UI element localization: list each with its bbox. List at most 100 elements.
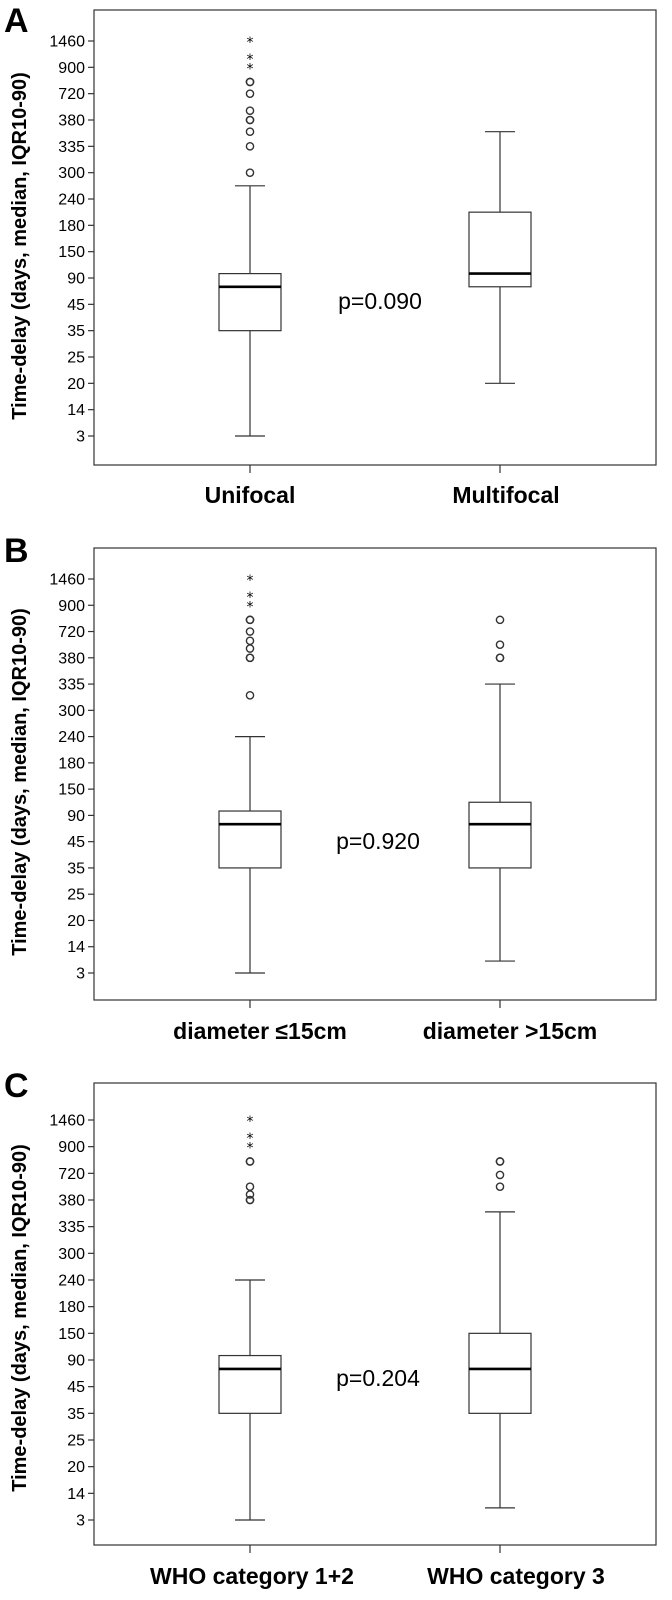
y-tick-label: 1460	[49, 1113, 85, 1130]
p-value: p=0.204	[336, 1365, 420, 1391]
y-tick-label: 300	[58, 165, 85, 182]
y-axis-label: Time-delay (days, median, IQR10-90)	[9, 72, 31, 420]
panel-letter: C	[4, 1067, 29, 1105]
y-tick-label: 900	[58, 598, 85, 615]
y-tick-label: 45	[67, 1379, 85, 1396]
y-tick-label: 300	[58, 703, 85, 720]
y-tick-label: 20	[67, 1459, 85, 1476]
category-label: WHO category 3	[427, 1563, 605, 1589]
y-tick-label: 240	[58, 1273, 85, 1290]
box-2	[468, 131, 532, 384]
y-tick-label: 14	[67, 402, 85, 419]
y-tick-label: 240	[58, 192, 85, 209]
outlier-point	[245, 636, 255, 646]
y-tick-label: 1460	[49, 572, 85, 589]
outlier-point	[245, 615, 255, 625]
y-tick-label: 335	[58, 139, 85, 156]
box-2	[468, 1157, 532, 1509]
plot-frame	[93, 547, 657, 1001]
y-tick-label: 35	[67, 1406, 85, 1423]
outlier-point	[245, 127, 255, 137]
y-tick-label: 45	[67, 297, 85, 314]
extreme-point: *	[247, 52, 254, 68]
y-tick-label: 3	[76, 1513, 85, 1530]
extreme-point: *	[247, 590, 254, 606]
y-tick-label: 150	[58, 244, 85, 261]
outlier-point	[495, 1157, 505, 1166]
y-tick-label: 3	[76, 429, 85, 446]
outlier-point	[245, 1195, 255, 1205]
extreme-point: *	[247, 1114, 254, 1130]
outlier-point	[245, 142, 255, 151]
y-tick-label: 20	[67, 376, 85, 393]
outlier-point	[245, 106, 255, 116]
outlier-point	[495, 615, 505, 625]
y-tick-label: 1460	[49, 34, 85, 51]
box-1: ***	[218, 35, 282, 437]
y-tick-label: 35	[67, 860, 85, 877]
y-axis-label: Time-delay (days, median, IQR10-90)	[9, 1144, 31, 1492]
outlier-point	[245, 644, 255, 653]
category-label: Unifocal	[205, 482, 296, 508]
outlier-point	[245, 77, 255, 87]
box-2	[468, 615, 532, 962]
outlier-point	[495, 1182, 505, 1191]
y-tick-label: 90	[67, 1353, 85, 1370]
y-tick-label: 180	[58, 218, 85, 235]
plot-frame	[93, 1082, 657, 1546]
y-tick-label: 25	[67, 887, 85, 904]
outlier-point	[245, 89, 255, 98]
extreme-point: *	[247, 61, 254, 77]
category-label: WHO category 1+2	[150, 1563, 354, 1589]
y-tick-label: 25	[67, 350, 85, 367]
iqr-box	[468, 211, 532, 288]
outlier-point	[245, 168, 255, 177]
iqr-box	[218, 273, 282, 332]
y-axis-label: Time-delay (days, median, IQR10-90)	[9, 608, 31, 956]
outlier-point	[245, 1182, 255, 1191]
outlier-point	[495, 653, 505, 663]
y-tick-label: 180	[58, 755, 85, 772]
y-tick-label: 20	[67, 913, 85, 930]
category-label: diameter >15cm	[423, 1018, 598, 1044]
extreme-point: *	[247, 599, 254, 615]
extreme-point: *	[247, 573, 254, 589]
y-tick-label: 380	[58, 650, 85, 667]
y-tick-label: 90	[67, 808, 85, 825]
extreme-point: *	[247, 1131, 254, 1147]
outlier-point	[495, 1170, 505, 1180]
iqr-box	[218, 810, 282, 869]
y-tick-label: 240	[58, 729, 85, 746]
y-tick-label: 14	[67, 1486, 85, 1503]
panel-c: C Time-delay (days, median, IQR10-90) p=…	[4, 1067, 657, 1589]
y-tick-label: 14	[67, 939, 85, 956]
outlier-point	[495, 640, 505, 649]
y-tick-label: 3	[76, 966, 85, 983]
extreme-point: *	[247, 1141, 254, 1157]
panel-letter: B	[4, 532, 29, 570]
iqr-box	[468, 1332, 532, 1414]
y-tick-label: 300	[58, 1246, 85, 1263]
y-tick-label: 90	[67, 271, 85, 288]
panel-b: B Time-delay (days, median, IQR10-90) p=…	[4, 532, 657, 1044]
panel-a: A Time-delay (days, median, IQR10-90) p=…	[4, 2, 657, 508]
category-label: diameter ≤15cm	[173, 1018, 347, 1044]
y-tick-label: 25	[67, 1433, 85, 1450]
p-value: p=0.090	[338, 288, 422, 314]
category-label: Multifocal	[452, 482, 559, 508]
panel-letter: A	[4, 2, 29, 40]
iqr-box	[218, 1354, 282, 1414]
y-tick-label: 720	[58, 86, 85, 103]
y-tick-label: 45	[67, 834, 85, 851]
box-1: ***	[218, 1114, 282, 1521]
y-tick-label: 150	[58, 782, 85, 799]
outlier-point	[245, 1157, 255, 1166]
outlier-point	[245, 691, 255, 700]
y-tick-label: 720	[58, 624, 85, 641]
y-tick-label: 900	[58, 60, 85, 77]
y-tick-label: 720	[58, 1166, 85, 1183]
extreme-point: *	[247, 35, 254, 51]
y-tick-label: 335	[58, 1219, 85, 1236]
y-tick-label: 35	[67, 323, 85, 340]
